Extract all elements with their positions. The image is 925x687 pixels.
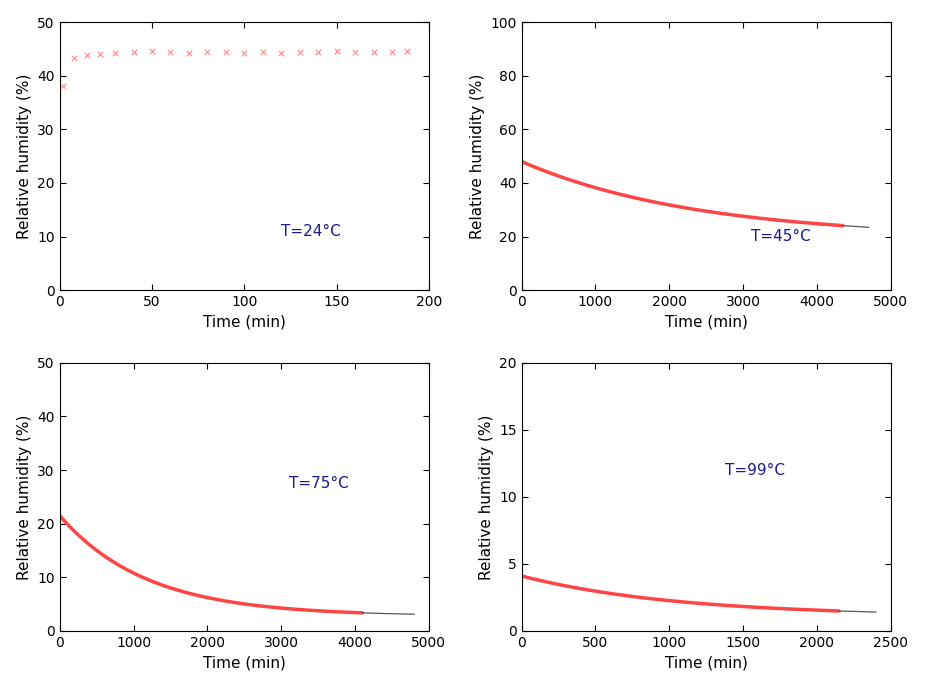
- Point: [348, 46, 363, 57]
- Point: [92, 48, 107, 59]
- Point: [366, 46, 381, 57]
- Point: [311, 46, 326, 57]
- Y-axis label: Relative humidity (%): Relative humidity (%): [17, 74, 31, 239]
- Point: [126, 46, 141, 57]
- Point: [200, 46, 215, 57]
- Point: [385, 46, 400, 57]
- Point: [218, 46, 233, 57]
- Point: [237, 48, 252, 59]
- Point: [329, 45, 344, 56]
- Point: [181, 47, 196, 58]
- Point: [144, 45, 159, 56]
- Text: T=24°C: T=24°C: [281, 224, 341, 238]
- Point: [163, 46, 178, 57]
- Text: T=99°C: T=99°C: [724, 462, 784, 477]
- Y-axis label: Relative humidity (%): Relative humidity (%): [478, 414, 494, 580]
- Text: T=75°C: T=75°C: [289, 476, 349, 491]
- Text: T=45°C: T=45°C: [750, 229, 810, 244]
- Point: [56, 81, 71, 92]
- Point: [400, 45, 414, 56]
- X-axis label: Time (min): Time (min): [665, 655, 747, 671]
- X-axis label: Time (min): Time (min): [203, 655, 286, 671]
- Point: [255, 46, 270, 57]
- Point: [292, 46, 307, 57]
- X-axis label: Time (min): Time (min): [203, 315, 286, 330]
- Point: [68, 53, 82, 64]
- Y-axis label: Relative humidity (%): Relative humidity (%): [17, 414, 31, 580]
- Y-axis label: Relative humidity (%): Relative humidity (%): [470, 74, 485, 239]
- X-axis label: Time (min): Time (min): [665, 315, 747, 330]
- Point: [107, 47, 122, 58]
- Point: [80, 49, 94, 60]
- Point: [274, 47, 289, 58]
